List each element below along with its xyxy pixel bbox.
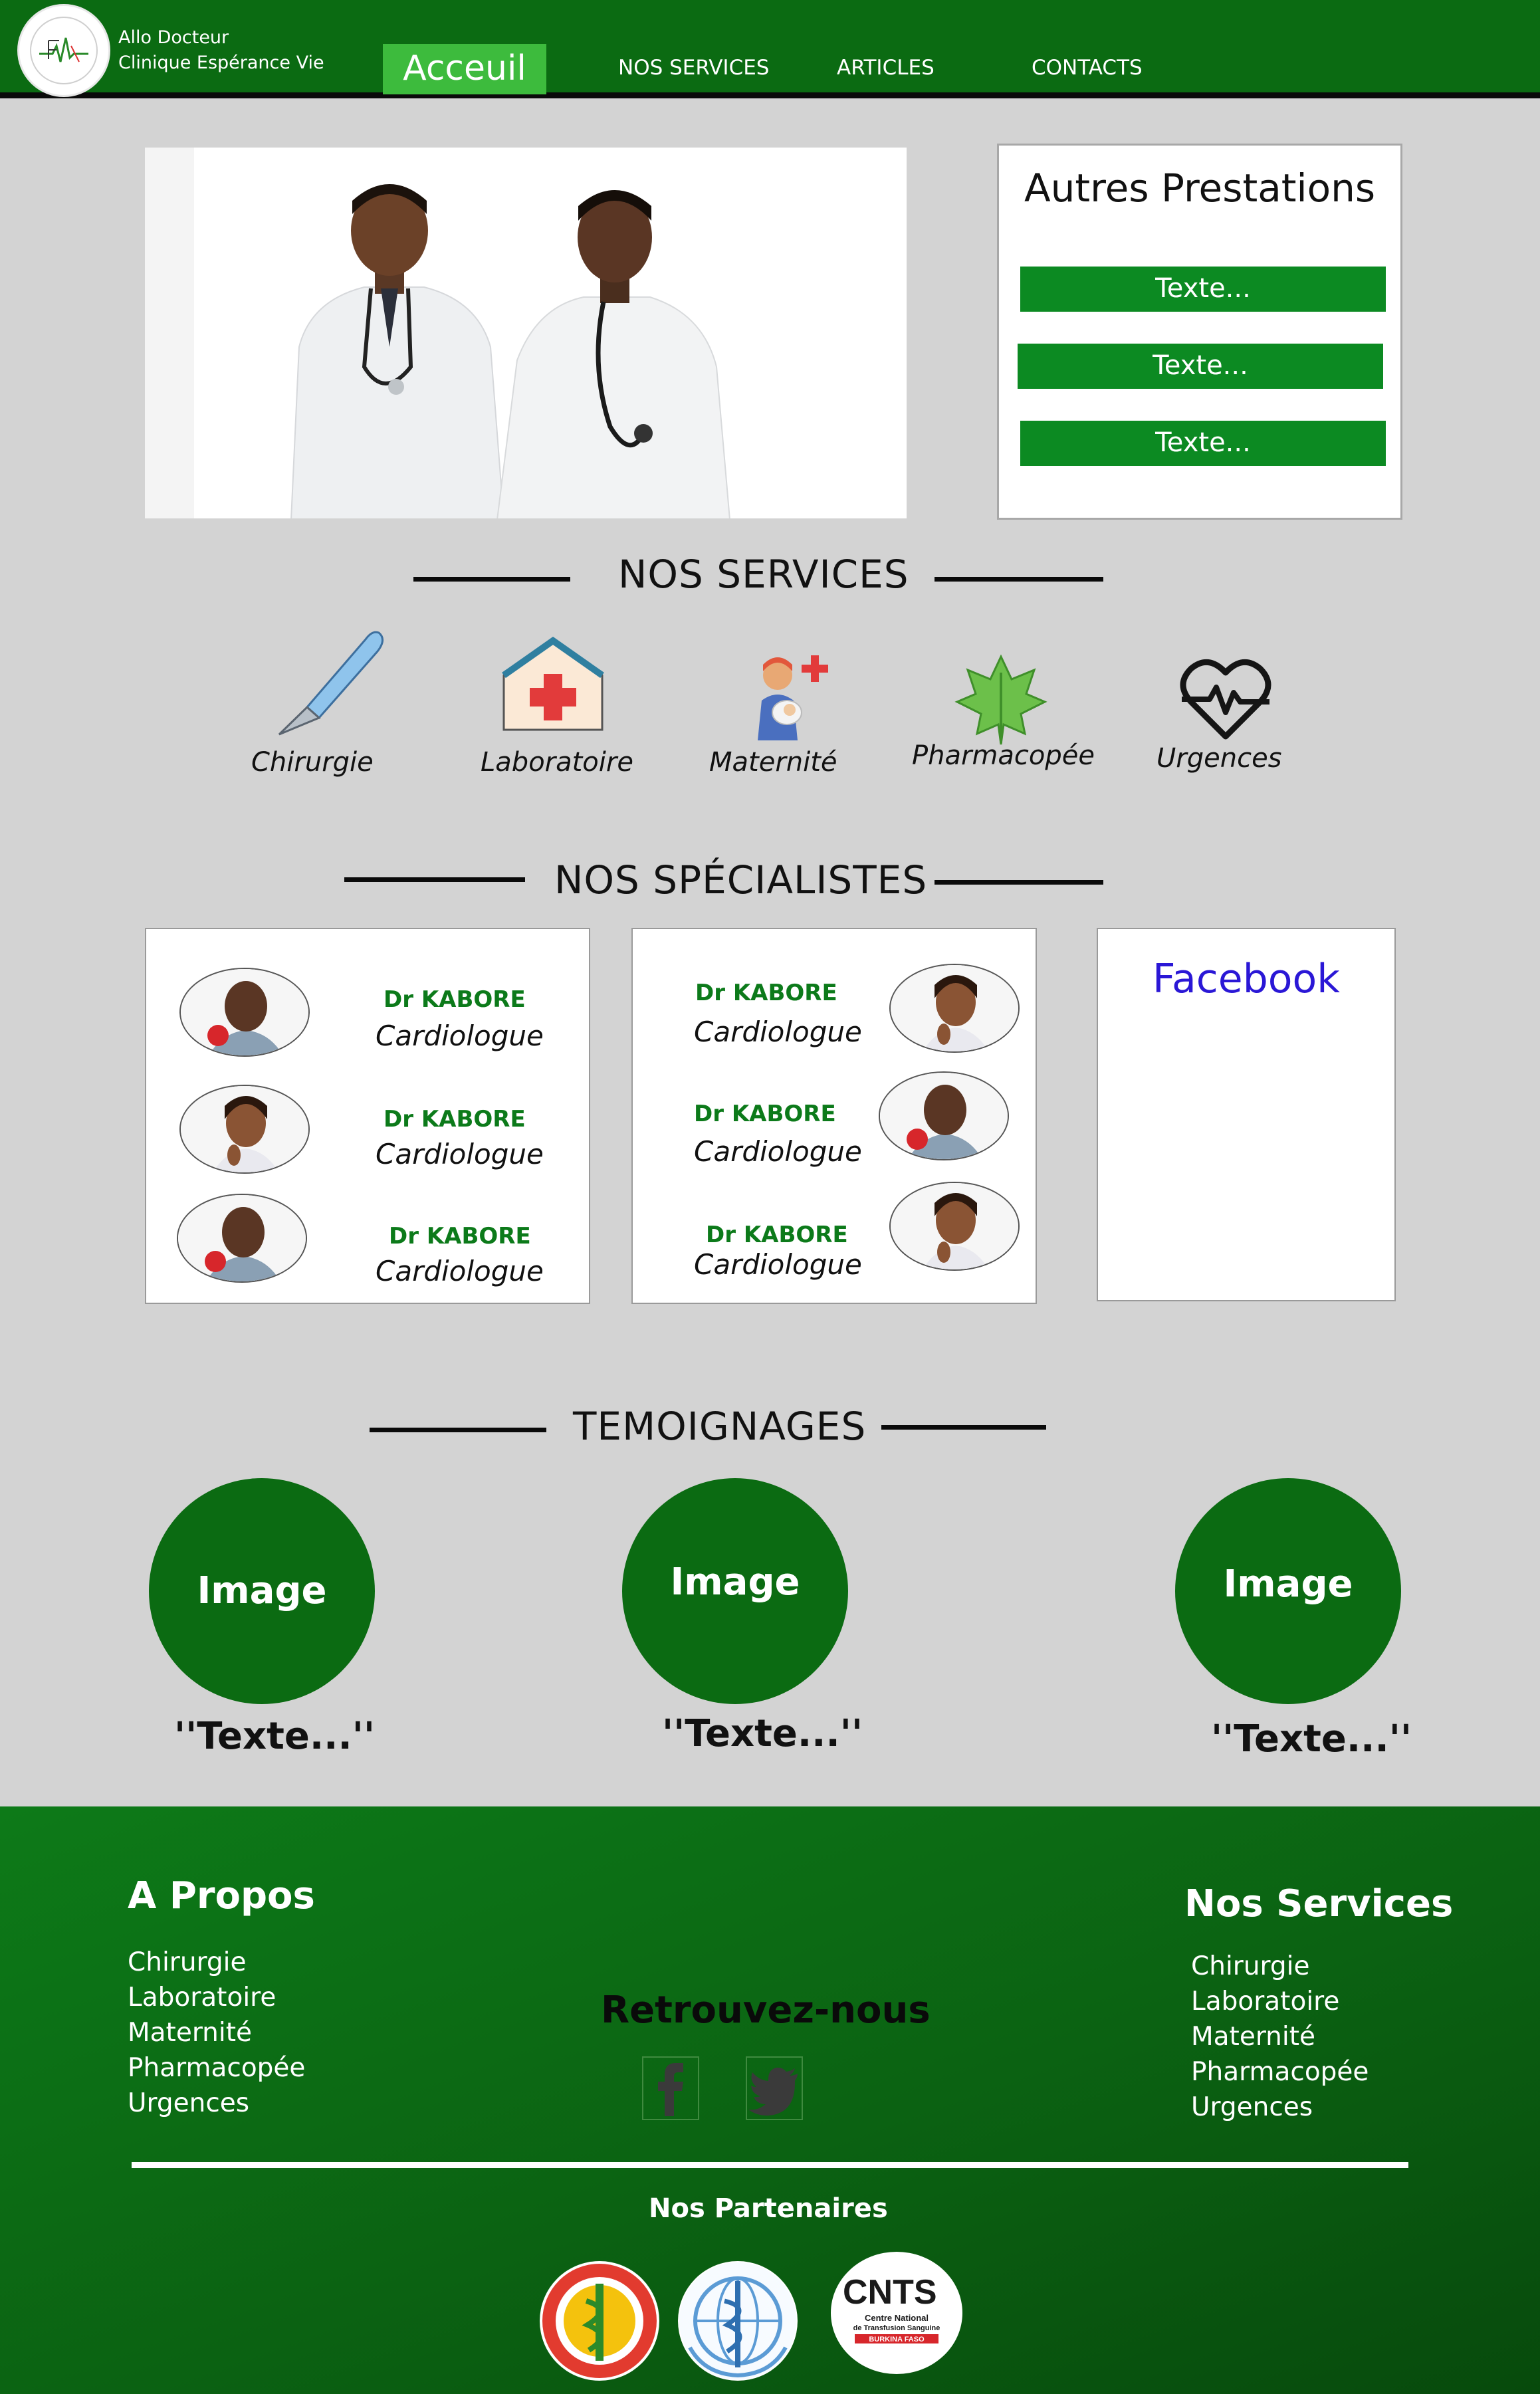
doctor-avatar[interactable] bbox=[889, 1182, 1020, 1271]
brand-name: Allo Docteur Clinique Espérance Vie bbox=[118, 25, 324, 76]
doctor-avatar[interactable] bbox=[879, 1071, 1009, 1160]
section-divider bbox=[370, 1428, 546, 1432]
doctor-avatar[interactable] bbox=[179, 968, 310, 1057]
doctor-name[interactable]: Dr KABORE bbox=[389, 1223, 531, 1250]
doctor-name[interactable]: Dr KABORE bbox=[384, 1106, 526, 1133]
brand-title: Allo Docteur bbox=[118, 27, 229, 48]
footer-link[interactable]: Maternité bbox=[128, 2018, 253, 2048]
hospital-icon[interactable] bbox=[500, 636, 606, 731]
doctor-specialty: Cardiologue bbox=[694, 1248, 862, 1281]
prestation-button[interactable]: Texte... bbox=[1020, 421, 1386, 466]
footer-link[interactable]: Urgences bbox=[1191, 2092, 1313, 2122]
section-divider bbox=[881, 1425, 1046, 1430]
heartbeat-icon[interactable] bbox=[1178, 658, 1273, 743]
scalpel-icon[interactable] bbox=[266, 625, 392, 741]
cnts-line3: BURKINA FASO bbox=[869, 2336, 925, 2343]
top-navbar bbox=[0, 0, 1540, 98]
section-divider bbox=[935, 577, 1103, 582]
prestation-button[interactable]: Texte... bbox=[1018, 344, 1383, 389]
services-heading: NOS SERVICES bbox=[618, 552, 909, 597]
hero-image bbox=[145, 148, 907, 518]
cnts-line2: de Transfusion Sanguine bbox=[853, 2324, 940, 2332]
testimonial-text: ''Texte...'' bbox=[1211, 1717, 1412, 1761]
nav-home-tab[interactable]: Acceuil bbox=[383, 44, 546, 94]
footer-divider bbox=[132, 2162, 1408, 2168]
service-label-chirurgie[interactable]: Chirurgie bbox=[251, 747, 374, 778]
footer-link[interactable]: Laboratoire bbox=[128, 1983, 276, 2013]
partners-heading: Nos Partenaires bbox=[649, 2193, 888, 2224]
service-label-maternite[interactable]: Maternité bbox=[709, 747, 837, 778]
mother-baby-icon[interactable] bbox=[747, 654, 840, 744]
footer-link[interactable]: Pharmacopée bbox=[1191, 2057, 1369, 2087]
footer-link[interactable]: Urgences bbox=[128, 2088, 250, 2118]
testimonials-heading: TEMOIGNAGES bbox=[573, 1404, 867, 1449]
nav-services-link[interactable]: NOS SERVICES bbox=[618, 56, 770, 80]
footer-link[interactable]: Pharmacopée bbox=[128, 2053, 306, 2083]
facebook-link[interactable]: Facebook bbox=[1153, 956, 1340, 1002]
services-footer-heading: Nos Services bbox=[1184, 1882, 1454, 1925]
service-label-laboratoire[interactable]: Laboratoire bbox=[481, 747, 633, 778]
cnts-wordmark: CNTS bbox=[843, 2273, 937, 2312]
partner-logo-health-ministry[interactable] bbox=[540, 2261, 659, 2381]
testimonial-text: ''Texte...'' bbox=[174, 1715, 376, 1758]
service-label-urgences[interactable]: Urgences bbox=[1156, 743, 1282, 774]
doctor-specialty: Cardiologue bbox=[694, 1016, 862, 1048]
nav-articles-link[interactable]: ARTICLES bbox=[837, 56, 935, 80]
doctor-specialty: Cardiologue bbox=[694, 1135, 862, 1168]
doctor-name[interactable]: Dr KABORE bbox=[695, 980, 837, 1006]
footer-link[interactable]: Chirurgie bbox=[1191, 1951, 1310, 1981]
partner-logo-who[interactable] bbox=[678, 2261, 798, 2381]
footer-link[interactable]: Maternité bbox=[1191, 2022, 1316, 2052]
testimonial-text: ''Texte...'' bbox=[662, 1712, 863, 1755]
leaf-icon[interactable] bbox=[954, 653, 1047, 746]
about-heading: A Propos bbox=[128, 1874, 315, 1917]
footer-link[interactable]: Laboratoire bbox=[1191, 1987, 1340, 2016]
brand-subtitle: Clinique Espérance Vie bbox=[118, 53, 324, 73]
testimonial-image[interactable]: Image bbox=[622, 1478, 848, 1704]
twitter-icon[interactable] bbox=[746, 2056, 803, 2120]
section-divider bbox=[935, 880, 1103, 885]
prestation-button[interactable]: Texte... bbox=[1020, 267, 1386, 312]
other-services-panel: Autres Prestations Texte... Texte... Tex… bbox=[997, 144, 1402, 520]
doctor-specialty: Cardiologue bbox=[376, 1020, 544, 1052]
testimonial-image[interactable]: Image bbox=[149, 1478, 375, 1704]
clinic-logo[interactable] bbox=[17, 4, 110, 97]
facebook-icon[interactable] bbox=[642, 2056, 699, 2120]
doctor-name[interactable]: Dr KABORE bbox=[706, 1222, 848, 1248]
ekg-logo-icon bbox=[30, 17, 98, 84]
section-divider bbox=[344, 877, 525, 882]
doctor-specialty: Cardiologue bbox=[376, 1138, 544, 1170]
doctor-name[interactable]: Dr KABORE bbox=[384, 986, 526, 1013]
partner-logo-cnts[interactable]: CNTS Centre National de Transfusion Sang… bbox=[831, 2252, 962, 2374]
service-label-pharmacopee[interactable]: Pharmacopée bbox=[912, 740, 1095, 771]
panel-title: Autres Prestations bbox=[1024, 165, 1376, 211]
facebook-widget[interactable]: Facebook bbox=[1097, 928, 1396, 1301]
services-footer-links: Chirurgie Laboratoire Maternité Pharmaco… bbox=[1191, 1949, 1369, 2125]
doctor-avatar[interactable] bbox=[177, 1194, 307, 1283]
doctor-specialty: Cardiologue bbox=[376, 1255, 544, 1287]
testimonial-image[interactable]: Image bbox=[1175, 1478, 1401, 1704]
doctor-name[interactable]: Dr KABORE bbox=[694, 1101, 836, 1127]
specialists-heading: NOS SPÉCIALISTES bbox=[554, 857, 928, 903]
nav-contacts-link[interactable]: CONTACTS bbox=[1032, 56, 1143, 80]
doctors-illustration bbox=[145, 148, 907, 518]
footer-link[interactable]: Chirurgie bbox=[128, 1947, 247, 1977]
cnts-line1: Centre National bbox=[865, 2313, 929, 2323]
section-divider bbox=[413, 577, 570, 582]
follow-us-heading: Retrouvez-nous bbox=[601, 1989, 931, 2032]
about-links: Chirurgie Laboratoire Maternité Pharmaco… bbox=[128, 1945, 305, 2121]
doctor-avatar[interactable] bbox=[889, 964, 1020, 1053]
doctor-avatar[interactable] bbox=[179, 1085, 310, 1174]
